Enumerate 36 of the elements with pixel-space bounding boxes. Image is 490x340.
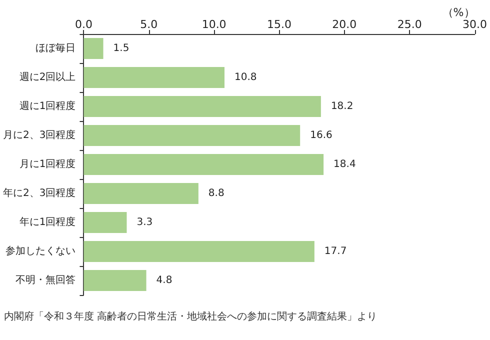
y-tick-label: 月に1回程度 — [19, 158, 76, 170]
data-label: 3.3 — [136, 217, 153, 228]
y-tick-label: 不明・無回答 — [16, 274, 76, 286]
x-tick-label: 20.0 — [332, 18, 357, 31]
bar — [84, 125, 300, 146]
data-label: 4.8 — [156, 275, 172, 286]
x-tick-label: 30.0 — [462, 18, 488, 31]
data-label: 10.8 — [234, 72, 257, 83]
bar — [84, 212, 127, 233]
bar — [84, 183, 198, 204]
bar — [84, 38, 104, 59]
bar — [84, 270, 146, 291]
bar — [84, 67, 224, 88]
text: 内閣府「令和３年度 高齢者の日常生活・地域社会への参加に関する調査結果」より — [4, 310, 378, 322]
y-tick-label: ほぼ毎日 — [36, 42, 76, 54]
data-label: 18.4 — [334, 159, 356, 170]
x-tick-label: 25.0 — [397, 18, 422, 31]
x-tick-label: 5.0 — [140, 18, 158, 31]
bar — [84, 96, 321, 117]
x-tick-label: 0.0 — [74, 18, 92, 31]
x-tick-label: 10.0 — [202, 18, 226, 31]
data-label: 16.6 — [310, 130, 332, 141]
y-tick-label: 週に2回以上 — [19, 71, 76, 83]
bar — [84, 241, 314, 262]
x-axis-title: （%） — [442, 6, 475, 19]
y-tick-label: 年に1回程度 — [19, 216, 76, 228]
y-tick-label: 週に1回程度 — [19, 100, 76, 112]
x-tick-label: 15.0 — [266, 18, 292, 31]
y-tick-label: 参加したくない — [6, 245, 76, 257]
y-tick-label: 年に2、3回程度 — [2, 187, 76, 199]
data-label: 17.7 — [324, 246, 347, 257]
data-label: 8.8 — [208, 188, 224, 199]
data-label: 1.5 — [113, 43, 130, 54]
y-tick-label: 月に2、3回程度 — [2, 129, 76, 141]
data-label: 18.2 — [330, 101, 354, 112]
bar — [84, 154, 324, 175]
